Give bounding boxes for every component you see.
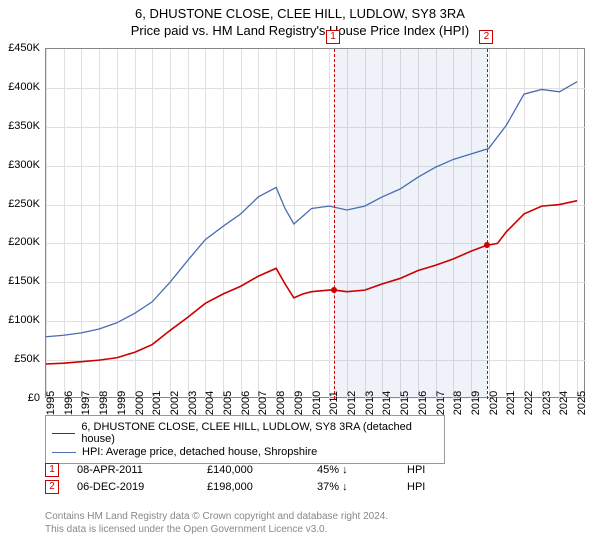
sale-change: 45% ↓ (317, 464, 407, 476)
x-axis-label: 2008 (275, 391, 287, 415)
x-axis-label: 2005 (222, 391, 234, 415)
sale-marker: 1 (326, 30, 340, 44)
chart-subtitle: Price paid vs. HM Land Registry's House … (0, 23, 600, 38)
y-axis-label: £450K (0, 42, 40, 54)
chart-container: £0£50K£100K£150K£200K£250K£300K£350K£400… (45, 48, 585, 408)
x-axis-label: 2006 (240, 391, 252, 415)
legend-label-property: 6, DHUSTONE CLOSE, CLEE HILL, LUDLOW, SY… (81, 421, 438, 445)
sale-date: 08-APR-2011 (77, 464, 207, 476)
x-axis-label: 2020 (488, 391, 500, 415)
x-axis-label: 2013 (364, 391, 376, 415)
sale-dot (331, 287, 337, 293)
x-axis-label: 2019 (470, 391, 482, 415)
legend-swatch-hpi (52, 452, 76, 453)
sale-vs: HPI (407, 464, 425, 476)
x-axis-label: 2015 (399, 391, 411, 415)
sale-vs: HPI (407, 481, 425, 493)
x-axis-label: 2012 (346, 391, 358, 415)
series-line-property (46, 201, 577, 364)
y-axis-label: £100K (0, 314, 40, 326)
x-axis-label: 2025 (576, 391, 588, 415)
sale-price: £140,000 (207, 464, 317, 476)
sale-price: £198,000 (207, 481, 317, 493)
sale-table-row: 2 06-DEC-2019£198,00037% ↓HPI (45, 480, 425, 494)
x-axis-label: 1997 (80, 391, 92, 415)
x-axis-label: 2004 (204, 391, 216, 415)
sale-table-marker: 2 (45, 480, 59, 494)
x-axis-label: 2022 (523, 391, 535, 415)
sale-line (487, 49, 488, 399)
x-axis-label: 1996 (63, 391, 75, 415)
x-axis-label: 1999 (116, 391, 128, 415)
x-axis-label: 2018 (452, 391, 464, 415)
x-axis-label: 2009 (293, 391, 305, 415)
legend: 6, DHUSTONE CLOSE, CLEE HILL, LUDLOW, SY… (45, 415, 445, 464)
x-axis-label: 1995 (45, 391, 57, 415)
x-axis-label: 2017 (435, 391, 447, 415)
plot-area (45, 48, 585, 398)
x-axis-label: 2010 (311, 391, 323, 415)
x-axis-label: 2011 (328, 391, 340, 415)
x-axis-label: 2001 (151, 391, 163, 415)
footer-line1: Contains HM Land Registry data © Crown c… (45, 510, 388, 523)
y-axis-label: £0 (0, 392, 40, 404)
sale-change: 37% ↓ (317, 481, 407, 493)
sale-line (334, 49, 335, 399)
legend-item-property: 6, DHUSTONE CLOSE, CLEE HILL, LUDLOW, SY… (52, 421, 438, 445)
legend-item-hpi: HPI: Average price, detached house, Shro… (52, 446, 438, 458)
legend-swatch-property (52, 433, 75, 434)
x-axis-label: 2023 (541, 391, 553, 415)
y-axis-label: £250K (0, 198, 40, 210)
sale-table-marker: 1 (45, 463, 59, 477)
chart-title-address: 6, DHUSTONE CLOSE, CLEE HILL, LUDLOW, SY… (0, 6, 600, 21)
sale-table: 1 08-APR-2011£140,00045% ↓HPI 2 06-DEC-2019… (45, 460, 425, 497)
x-axis-label: 2014 (381, 391, 393, 415)
sale-table-row: 1 08-APR-2011£140,00045% ↓HPI (45, 463, 425, 477)
x-axis-label: 2016 (417, 391, 429, 415)
legend-label-hpi: HPI: Average price, detached house, Shro… (82, 446, 317, 458)
footer-licence: Contains HM Land Registry data © Crown c… (45, 510, 388, 536)
y-axis-label: £350K (0, 120, 40, 132)
x-axis-label: 1998 (98, 391, 110, 415)
y-axis-label: £50K (0, 353, 40, 365)
x-axis-label: 2024 (558, 391, 570, 415)
x-axis-label: 2002 (169, 391, 181, 415)
sale-marker: 2 (479, 30, 493, 44)
footer-line2: This data is licensed under the Open Gov… (45, 523, 388, 536)
x-axis-label: 2007 (257, 391, 269, 415)
x-axis-label: 2000 (134, 391, 146, 415)
x-axis-label: 2003 (187, 391, 199, 415)
sale-dot (484, 242, 490, 248)
y-axis-label: £150K (0, 275, 40, 287)
series-line-hpi (46, 82, 577, 337)
sale-date: 06-DEC-2019 (77, 481, 207, 493)
x-axis-label: 2021 (505, 391, 517, 415)
y-axis-label: £400K (0, 81, 40, 93)
y-axis-label: £200K (0, 236, 40, 248)
y-axis-label: £300K (0, 159, 40, 171)
